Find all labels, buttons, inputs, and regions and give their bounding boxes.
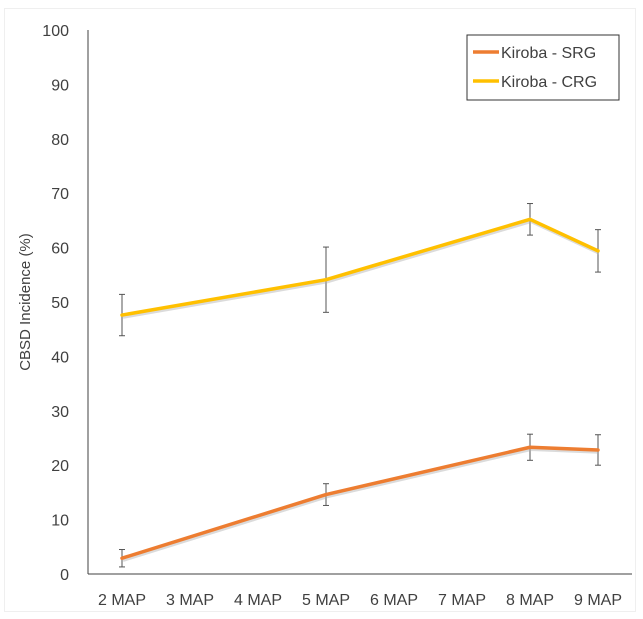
- x-tick-label: 3 MAP: [166, 592, 214, 609]
- y-tick-label: 100: [42, 23, 69, 40]
- axes: [87, 30, 632, 575]
- y-axis-title: CBSD Incidence (%): [17, 233, 34, 371]
- y-tick-label: 40: [51, 349, 69, 366]
- y-tick-label: 20: [51, 458, 69, 475]
- series-line-srg: [120, 445, 600, 560]
- y-tick-label: 10: [51, 513, 69, 530]
- legend-label: Kiroba - CRG: [501, 74, 597, 91]
- y-tick-label: 90: [51, 77, 69, 94]
- series-line-crg: [120, 217, 600, 317]
- y-tick-label: 70: [51, 186, 69, 203]
- series-line-shadow: [122, 447, 600, 562]
- tick-labels: 0 10 20 30 40 50 60 70 80 90 100 2 MAP 3 MAP 4 MAP 5 M…: [42, 23, 622, 609]
- x-tick-label: 4 MAP: [234, 592, 282, 609]
- series-lines: [120, 217, 600, 562]
- x-tick-label: 2 MAP: [98, 592, 146, 609]
- x-tick-label: 9 MAP: [574, 592, 622, 609]
- y-tick-label: 60: [51, 241, 69, 258]
- y-tick-label: 80: [51, 132, 69, 149]
- x-tick-label: 5 MAP: [302, 592, 350, 609]
- y-tick-label: 50: [51, 295, 69, 312]
- legend: Kiroba - SRG Kiroba - CRG: [466, 34, 620, 101]
- y-tick-label: 30: [51, 404, 69, 421]
- x-tick-label: 8 MAP: [506, 592, 554, 609]
- legend-box: [466, 34, 620, 101]
- x-tick-label: 6 MAP: [370, 592, 418, 609]
- y-tick-label: 0: [60, 567, 69, 584]
- x-tick-label: 7 MAP: [438, 592, 486, 609]
- legend-label: Kiroba - SRG: [501, 45, 596, 62]
- error-bars: [119, 203, 601, 568]
